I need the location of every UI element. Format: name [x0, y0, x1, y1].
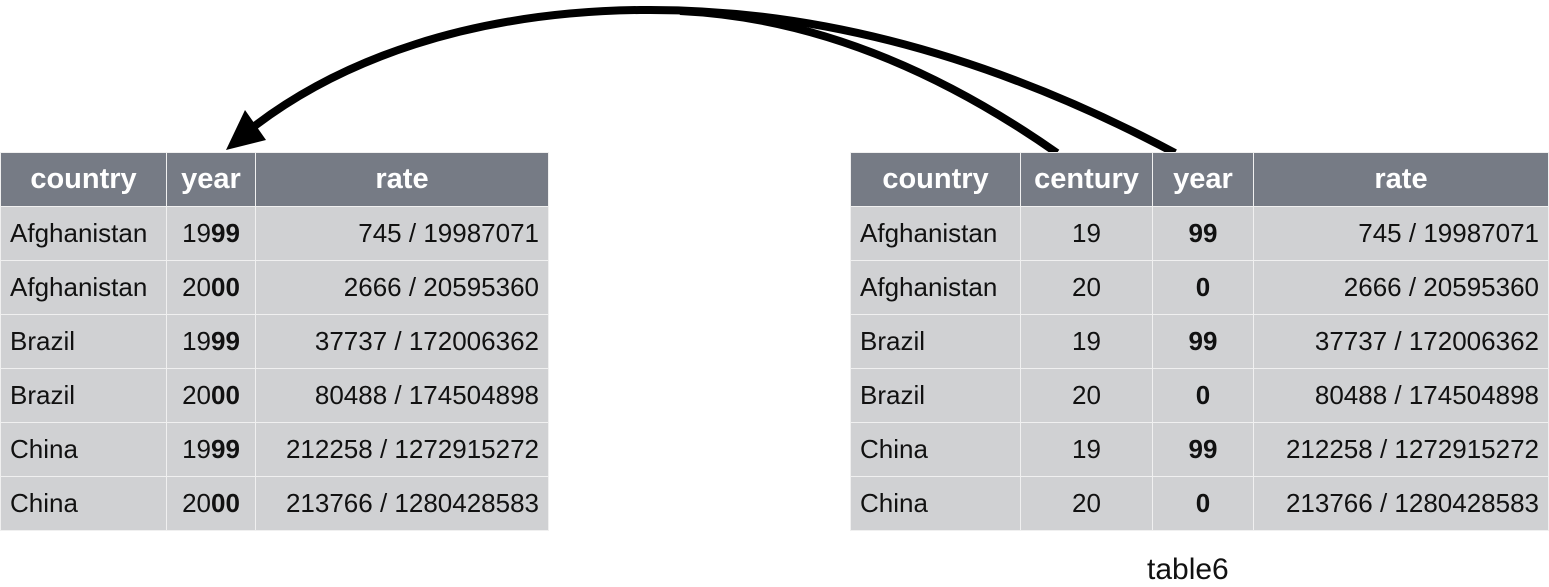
cell-century: 19 [1020, 314, 1153, 369]
table-row: China 1999 212258 / 1272915272 [0, 422, 549, 477]
table6: country century year rate Afghanistan 19… [850, 152, 1549, 531]
header-country: country [0, 152, 167, 207]
year-prefix: 20 [182, 272, 211, 302]
table-row: Brazil 20 0 80488 / 174504898 [850, 368, 1549, 423]
table-row: Afghanistan 1999 745 / 19987071 [0, 206, 549, 261]
header-century: century [1020, 152, 1153, 207]
cell-year: 1999 [166, 206, 256, 261]
cell-century: 20 [1020, 368, 1153, 423]
table-row: Brazil 1999 37737 / 172006362 [0, 314, 549, 369]
cell-century: 20 [1020, 260, 1153, 315]
cell-rate: 37737 / 172006362 [255, 314, 549, 369]
table-row: Afghanistan 2000 2666 / 20595360 [0, 260, 549, 315]
cell-country: Afghanistan [850, 206, 1021, 261]
cell-country: Brazil [850, 368, 1021, 423]
year-suffix: 00 [211, 272, 240, 302]
cell-country: Brazil [0, 314, 167, 369]
arrowhead-icon [226, 110, 266, 150]
table-row: Afghanistan 20 0 2666 / 20595360 [850, 260, 1549, 315]
header-country: country [850, 152, 1021, 207]
cell-century: 20 [1020, 476, 1153, 531]
arrow-from-century [679, 7, 1060, 157]
table-label: table6 [1147, 553, 1229, 586]
table-row: Brazil 19 99 37737 / 172006362 [850, 314, 1549, 369]
cell-year: 99 [1152, 206, 1254, 261]
cell-rate: 2666 / 20595360 [255, 260, 549, 315]
cell-year: 2000 [166, 260, 256, 315]
year-prefix: 19 [182, 218, 211, 248]
header-rate: rate [255, 152, 549, 207]
header-rate: rate [1253, 152, 1549, 207]
table-row: Brazil 2000 80488 / 174504898 [0, 368, 549, 423]
cell-century: 19 [1020, 422, 1153, 477]
cell-country: China [0, 476, 167, 531]
cell-rate: 745 / 19987071 [1253, 206, 1549, 261]
year-suffix: 99 [211, 218, 240, 248]
cell-year: 1999 [166, 314, 256, 369]
cell-rate: 213766 / 1280428583 [255, 476, 549, 531]
cell-country: Afghanistan [0, 206, 167, 261]
cell-year: 0 [1152, 476, 1254, 531]
cell-rate: 745 / 19987071 [255, 206, 549, 261]
year-prefix: 19 [182, 434, 211, 464]
arrow-from-year [249, 5, 1177, 157]
cell-rate: 80488 / 174504898 [1253, 368, 1549, 423]
cell-century: 19 [1020, 206, 1153, 261]
cell-rate: 37737 / 172006362 [1253, 314, 1549, 369]
table-row: Afghanistan 19 99 745 / 19987071 [850, 206, 1549, 261]
cell-country: China [850, 422, 1021, 477]
cell-year: 2000 [166, 476, 256, 531]
year-prefix: 20 [182, 488, 211, 518]
cell-year: 2000 [166, 368, 256, 423]
cell-year: 0 [1152, 260, 1254, 315]
year-prefix: 20 [182, 380, 211, 410]
cell-year: 0 [1152, 368, 1254, 423]
cell-rate: 212258 / 1272915272 [1253, 422, 1549, 477]
year-suffix: 99 [211, 434, 240, 464]
cell-rate: 213766 / 1280428583 [1253, 476, 1549, 531]
cell-year: 99 [1152, 314, 1254, 369]
cell-country: Afghanistan [0, 260, 167, 315]
header-year: year [166, 152, 256, 207]
table-row: China 19 99 212258 / 1272915272 [850, 422, 1549, 477]
cell-rate: 212258 / 1272915272 [255, 422, 549, 477]
year-suffix: 99 [211, 326, 240, 356]
cell-rate: 80488 / 174504898 [255, 368, 549, 423]
cell-country: Afghanistan [850, 260, 1021, 315]
left-table: country year rate Afghanistan 1999 745 /… [0, 152, 549, 531]
cell-rate: 2666 / 20595360 [1253, 260, 1549, 315]
year-prefix: 19 [182, 326, 211, 356]
table-row: China 2000 213766 / 1280428583 [0, 476, 549, 531]
table-row: China 20 0 213766 / 1280428583 [850, 476, 1549, 531]
year-suffix: 00 [211, 380, 240, 410]
cell-country: China [0, 422, 167, 477]
cell-country: Brazil [0, 368, 167, 423]
header-year: year [1152, 152, 1254, 207]
cell-year: 1999 [166, 422, 256, 477]
year-suffix: 00 [211, 488, 240, 518]
cell-country: China [850, 476, 1021, 531]
cell-country: Brazil [850, 314, 1021, 369]
cell-year: 99 [1152, 422, 1254, 477]
